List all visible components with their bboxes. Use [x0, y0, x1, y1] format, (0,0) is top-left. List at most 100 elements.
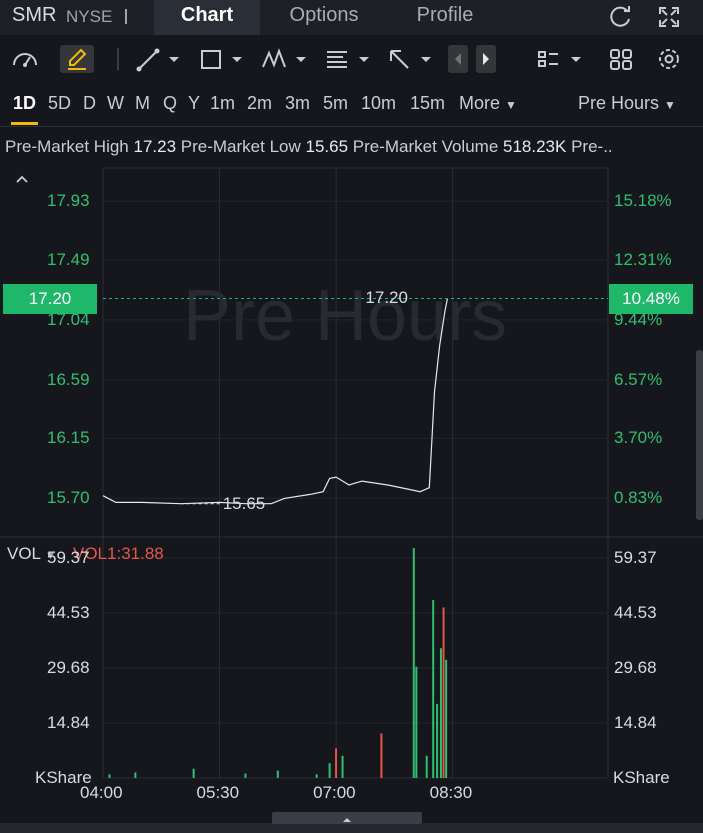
period-1d[interactable]: 1D [13, 93, 37, 113]
session-label: Pre Hours [578, 93, 660, 113]
timeline-scroll-handle[interactable] [272, 812, 422, 824]
top-bar: SMR NYSE Chart Options Profile [0, 0, 703, 35]
volume-bar [341, 755, 344, 778]
grid-icon[interactable] [607, 45, 635, 73]
divider [0, 126, 703, 127]
volume-bar [415, 666, 418, 778]
period-w[interactable]: W [107, 93, 124, 113]
volume-bar [335, 748, 338, 778]
arrow-icon[interactable] [386, 45, 434, 73]
volume-unit-left: KShare [35, 768, 92, 787]
volume-bar [425, 755, 428, 778]
next-icon[interactable] [476, 45, 496, 73]
prev-icon[interactable] [448, 45, 468, 73]
percent-tick: 3.70% [614, 428, 663, 448]
period-2m[interactable]: 2m [247, 93, 273, 113]
exchange-label: NYSE [66, 7, 113, 26]
session-dropdown[interactable]: Pre Hours ▼ [578, 93, 676, 114]
volume-tick: 29.68 [47, 657, 90, 677]
high-value: 17.23 [133, 137, 177, 156]
volume-value-label: VOL1:31.88 [73, 544, 164, 563]
tab-chart[interactable]: Chart [154, 0, 260, 35]
active-period-underline [11, 122, 38, 125]
period-15m[interactable]: 15m [410, 93, 446, 113]
volume-tick: 14.84 [614, 712, 657, 732]
price-tick: 17.04 [47, 309, 90, 329]
volume-bar [192, 768, 195, 778]
volume-tick: 14.84 [47, 712, 90, 732]
period-5d[interactable]: 5D [48, 93, 72, 113]
high-label: Pre-Market High [5, 137, 129, 156]
period-m[interactable]: M [135, 93, 150, 113]
volume-unit-right: KShare [613, 768, 670, 787]
right-scroll-handle[interactable] [696, 350, 703, 520]
low-value: 15.65 [305, 137, 349, 156]
low-label: Pre-Market Low [180, 137, 301, 156]
period-10m[interactable]: 10m [361, 93, 397, 113]
ticker-symbol: SMR [12, 4, 57, 26]
trendline-icon[interactable] [134, 45, 182, 73]
percent-tick: 9.44% [614, 309, 663, 329]
stats-trailing: Pre-.. [571, 137, 613, 156]
percent-tick: 0.83% [614, 488, 663, 508]
tab-profile[interactable]: Profile [416, 4, 474, 26]
period-y[interactable]: Y [188, 93, 201, 113]
toolbar-divider [117, 48, 119, 70]
current-percent-badge: 10.48% [609, 283, 693, 314]
refresh-icon[interactable] [608, 4, 634, 30]
period-1m[interactable]: 1m [210, 93, 236, 113]
header-divider [125, 9, 127, 24]
current-price-badge: 17.20 [3, 283, 97, 314]
volume-bar [328, 763, 331, 778]
price-line [102, 298, 448, 505]
rectangle-icon[interactable] [197, 45, 245, 73]
volume-bar [436, 703, 439, 778]
price-tick: 17.93 [47, 191, 90, 211]
drawing-toolbar [0, 40, 703, 78]
price-tick: 15.70 [47, 488, 90, 508]
volume-value: 518.23K [503, 137, 567, 156]
pattern-icon[interactable] [260, 45, 308, 73]
volume-bar [108, 774, 111, 778]
time-tick: 05:30 [196, 783, 240, 802]
pre-market-stats: Pre-Market High 17.23 Pre-Market Low 15.… [5, 137, 703, 157]
volume-tick: 29.68 [614, 657, 657, 677]
period-5m[interactable]: 5m [323, 93, 349, 113]
volume-bar [439, 648, 442, 778]
chart-watermark: Pre Hours [183, 276, 507, 356]
volume-bar [315, 774, 318, 778]
price-tick: 17.49 [47, 249, 90, 269]
volume-bar [276, 770, 279, 778]
draw-pencil-icon[interactable] [60, 45, 94, 73]
more-label: More [459, 93, 501, 113]
fibonacci-icon[interactable] [323, 45, 371, 73]
high-marker-label: 17.20 [365, 287, 408, 307]
volume-indicator-label[interactable]: VOL ▼ [7, 544, 56, 564]
period-d[interactable]: D [83, 93, 96, 113]
fullscreen-icon[interactable] [656, 4, 682, 30]
price-tick: 16.59 [47, 369, 90, 389]
more-dropdown[interactable]: More ▼ [459, 93, 517, 114]
collapse-icon[interactable] [15, 172, 29, 190]
settings-icon[interactable] [655, 45, 683, 73]
volume-label: Pre-Market Volume [352, 137, 499, 156]
volume-bar [244, 773, 247, 778]
chevron-down-icon: ▼ [45, 550, 57, 562]
volume-bar [412, 548, 415, 778]
chevron-down-icon: ▼ [505, 98, 517, 112]
layout-list-icon[interactable] [536, 45, 584, 73]
price-tick: 16.15 [47, 428, 90, 448]
indicator-gauge-icon[interactable] [10, 45, 40, 73]
volume-bar [380, 733, 383, 778]
volume-tick: 59.37 [47, 547, 90, 567]
percent-tick: 12.31% [614, 249, 672, 269]
period-q[interactable]: Q [163, 93, 178, 113]
volume-bar [442, 607, 445, 778]
tab-options[interactable]: Options [289, 4, 359, 26]
period-3m[interactable]: 3m [285, 93, 311, 113]
chevron-down-icon: ▼ [664, 98, 676, 112]
chart-grid [0, 167, 703, 779]
vol-label: VOL [7, 544, 41, 563]
low-marker-label: 15.65 [222, 493, 266, 513]
